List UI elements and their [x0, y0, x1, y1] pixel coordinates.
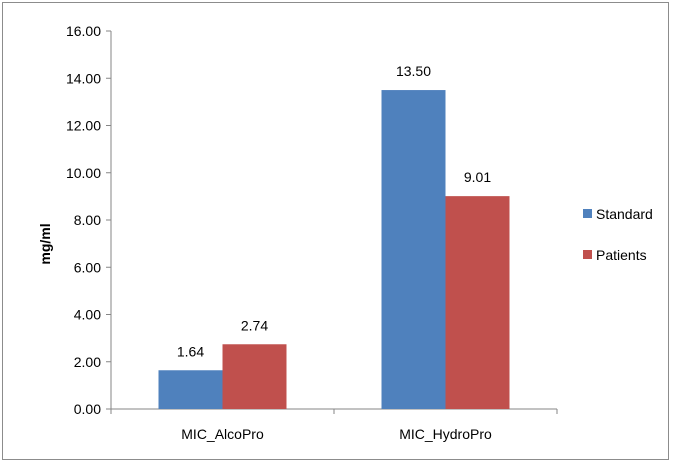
data-label: 13.50: [396, 63, 431, 79]
chart-frame: [2, 2, 669, 460]
legend-label-standard: Standard: [596, 206, 653, 222]
x-tick-label: MIC_HydroPro: [399, 426, 492, 442]
y-tick-label: 10.00: [66, 165, 101, 181]
data-label: 1.64: [177, 343, 204, 359]
y-tick-label: 2.00: [74, 354, 101, 370]
y-tick-label: 8.00: [74, 212, 101, 228]
data-label: 9.01: [464, 169, 491, 185]
bars: [158, 90, 510, 409]
data-labels: 1.64 13.50 2.74 9.01: [177, 63, 491, 359]
bar-standard-0: [158, 370, 223, 409]
y-axis-label: mg/ml: [37, 223, 53, 264]
data-label: 2.74: [241, 317, 268, 333]
y-tick-label: 14.00: [66, 70, 101, 86]
axes: 0.00 2.00 4.00 6.00 8.00 10.00 12.00 14.00 16.00…: [66, 23, 558, 442]
legend-swatch-standard: [583, 209, 592, 218]
bar-patients-1: [445, 196, 510, 409]
y-tick-label: 16.00: [66, 23, 101, 39]
y-tick-label: 0.00: [74, 401, 101, 417]
legend-label-patients: Patients: [596, 247, 647, 263]
y-tick-label: 4.00: [74, 307, 101, 323]
x-tick-label: MIC_AlcoPro: [181, 426, 264, 442]
y-tick-label: 12.00: [66, 118, 101, 134]
bar-patients-0: [222, 344, 287, 409]
bar-standard-1: [381, 90, 446, 409]
legend: Standard Patients: [583, 206, 653, 263]
legend-swatch-patients: [583, 250, 592, 259]
y-tick-label: 6.00: [74, 259, 101, 275]
